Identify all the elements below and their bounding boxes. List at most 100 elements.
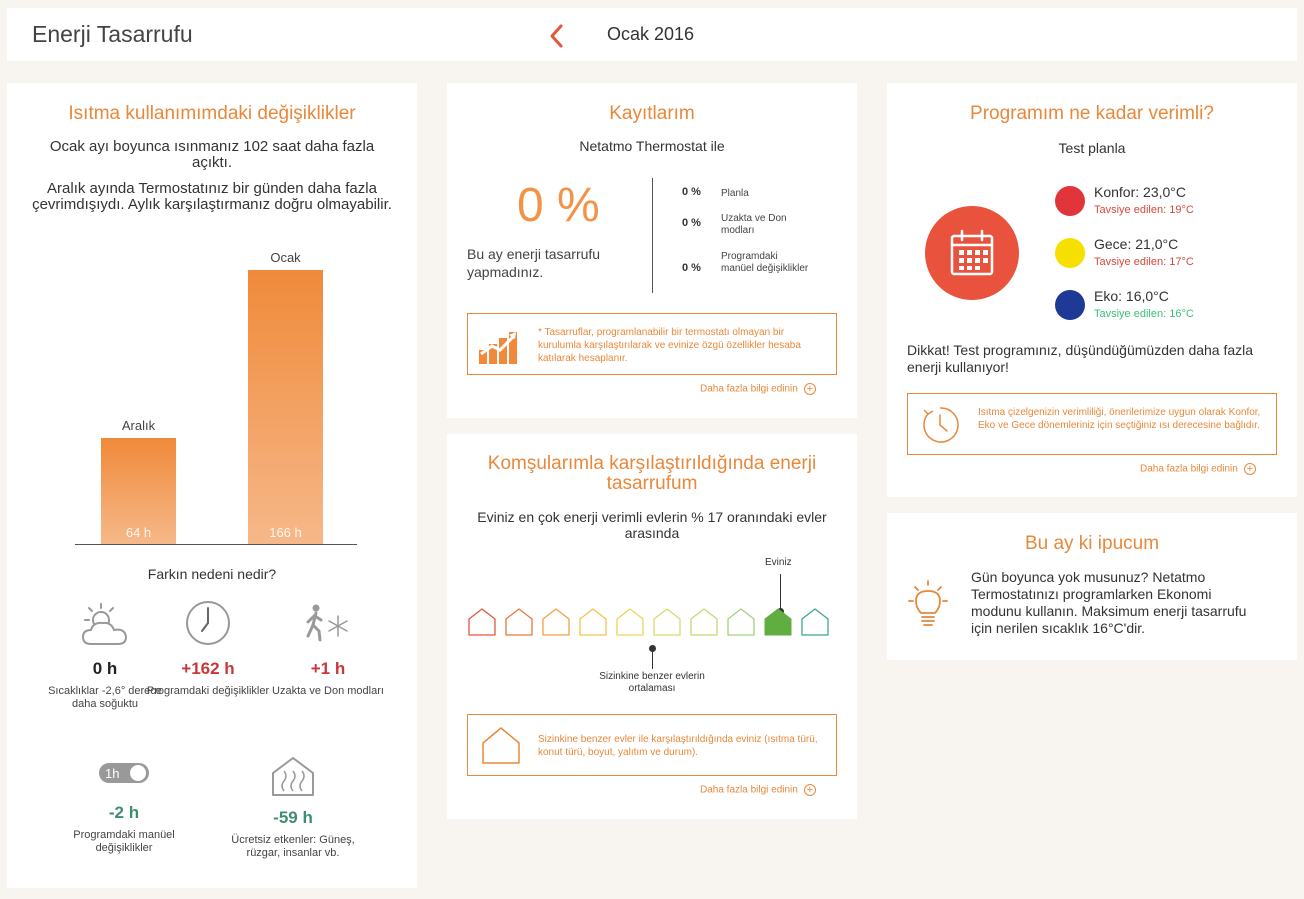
factor-free-gains-value: -59 h <box>273 808 313 827</box>
toggle-text: 1h <box>105 766 120 781</box>
bar-category-label: Ocak <box>270 250 301 265</box>
eco-recommended: Tavsiye edilen: 16°C <box>1094 308 1194 320</box>
program-plan-name: Test planla <box>1058 140 1126 156</box>
timer-icon <box>923 407 959 443</box>
row-plan-label: Planla <box>721 188 749 199</box>
plus-icon: + <box>1243 463 1256 475</box>
house-scale-icon <box>616 608 644 636</box>
house-scale-icon <box>764 608 792 636</box>
neighbors-more-info-link[interactable]: Daha fazla bilgi edinin + <box>700 784 816 796</box>
bar-ocak: 166 h <box>248 270 323 544</box>
lightbulb-icon <box>908 580 948 626</box>
offline-warning-text: Aralık ayında Termostatınız bir günden d… <box>32 180 392 213</box>
comfort-temp: Konfor: 23,0°C <box>1094 184 1186 200</box>
weather-cloud-sun-icon <box>81 603 128 645</box>
house-heat-icon <box>272 757 314 796</box>
records-more-info-link[interactable]: Daha fazla bilgi edinin + <box>700 383 816 395</box>
away-frost-icon <box>306 604 348 642</box>
plus-icon: + <box>803 784 816 796</box>
records-subtitle: Netatmo Thermostat ile <box>579 138 725 154</box>
row-plan-value: 0 % <box>682 186 701 198</box>
comfort-color-dot <box>1055 186 1085 216</box>
house-scale-icon <box>801 608 829 636</box>
records-divider <box>652 178 653 293</box>
factor-free-gains: -59 h Ücretsiz etkenler: Güneş, rüzgar, … <box>223 755 363 860</box>
factor-manual-changes: 1h -2 h Programdaki manüel değişiklikler <box>59 755 189 855</box>
bar-category-label: Aralık <box>121 418 156 433</box>
comfort-recommended: Tavsiye edilen: 19°C <box>1094 204 1194 216</box>
factor-manual-changes-label: Programdaki manüel değişiklikler <box>73 829 175 854</box>
house-scale <box>467 606 837 638</box>
bar-value-label: 64 h <box>125 525 152 540</box>
eco-color-dot <box>1055 290 1085 320</box>
average-pointer <box>652 649 653 669</box>
factor-program-changes-value: +162 h <box>181 659 235 678</box>
savings-info-box: * Tasarruflar, programlanabilir bir term… <box>467 313 837 375</box>
factor-away-frost-value: +1 h <box>310 659 346 678</box>
program-efficiency-card: Programım ne kadar verimli? Test planla … <box>887 83 1297 497</box>
house-scale-icon <box>579 608 607 636</box>
eco-temp: Eko: 16,0°C <box>1094 288 1169 304</box>
night-recommended: Tavsiye edilen: 17°C <box>1094 256 1194 268</box>
your-home-pointer <box>780 574 781 612</box>
program-info-text: Isıtma çizelgenizin verimliliği, önerile… <box>978 407 1261 431</box>
row-manual-label: Programdaki manüel değişiklikler <box>721 251 809 274</box>
average-label: Sizinkine benzer evlerin ortalaması <box>599 671 705 694</box>
factor-weather-value: 0 h <box>92 659 118 678</box>
average-dot <box>649 645 656 652</box>
your-home-label: Eviniz <box>765 557 792 568</box>
night-color-dot <box>1055 238 1085 268</box>
growth-chart-icon <box>479 332 517 364</box>
month-label: Ocak 2016 <box>607 24 695 44</box>
house-icon <box>482 727 520 764</box>
heating-hours-chart: 64 h Aralık 166 h Ocak <box>75 250 357 545</box>
calendar-icon <box>950 229 994 276</box>
savings-note: Bu ay enerji tasarrufu yapmadınız. <box>467 246 601 280</box>
neighbors-card: Komşularımla karşılaştırıldığında enerji… <box>447 434 857 819</box>
chart-baseline <box>75 544 357 545</box>
factor-manual-changes-value: -2 h <box>108 803 140 822</box>
calendar-badge <box>925 206 1019 300</box>
house-scale-icon <box>727 608 755 636</box>
factor-program-changes: +162 h Programdaki değişiklikler <box>143 598 273 698</box>
house-scale-icon <box>505 608 533 636</box>
house-scale-icon <box>542 608 570 636</box>
heating-changes-card: Isıtma kullanımımdaki değişiklikler Ocak… <box>7 83 417 888</box>
house-scale-icon <box>690 608 718 636</box>
row-away-value: 0 % <box>682 217 701 229</box>
records-title: Kayıtlarım <box>609 103 695 124</box>
factor-weather: 0 h Sıcaklıklar -2,6° derece daha soğukt… <box>40 598 170 711</box>
app-title: Enerji Tasarrufu <box>32 21 193 47</box>
neighbors-text: Eviniz en çok enerji verimli evlerin % 1… <box>477 509 827 541</box>
neighbors-info-text: Sizinkine benzer evler ile karşılaştırıl… <box>538 734 818 758</box>
neighbors-title: Komşularımla karşılaştırıldığında enerji… <box>487 453 817 494</box>
factor-weather-label: Sıcaklıklar -2,6° derece daha soğuktu <box>48 685 162 710</box>
manual-boost-toggle-icon: 1h <box>59 755 189 797</box>
heating-changes-title: Isıtma kullanımımdaki değişiklikler <box>68 103 356 124</box>
night-temp: Gece: 21,0°C <box>1094 236 1179 252</box>
house-scale-icon <box>468 608 496 636</box>
program-warning: Dikkat! Test programınız, düşündüğümüzde… <box>907 342 1254 375</box>
row-manual-value: 0 % <box>682 262 701 274</box>
house-scale-icon <box>653 608 681 636</box>
factor-program-changes-label: Programdaki değişiklikler <box>146 685 270 697</box>
tip-title: Bu ay ki ipucum <box>1024 533 1160 554</box>
neighbors-info-box: Sizinkine benzer evler ile karşılaştırıl… <box>467 714 837 776</box>
records-card: Kayıtlarım Netatmo Thermostat ile 0 % Bu… <box>447 83 857 418</box>
savings-percent: 0 % <box>517 179 600 232</box>
plus-icon: + <box>803 383 816 395</box>
factor-away-frost: +1 h Uzakta ve Don modları <box>263 598 393 698</box>
bar-aralik: 64 h <box>101 438 176 544</box>
factor-away-frost-label: Uzakta ve Don modları <box>272 685 384 697</box>
chevron-left-icon <box>550 24 563 48</box>
heating-summary-text: Ocak ayı boyunca ısınmanız 102 saat daha… <box>49 138 375 171</box>
monthly-tip-card: Bu ay ki ipucum Gün boyunca yok musunuz?… <box>887 513 1297 660</box>
savings-info-text: * Tasarruflar, programlanabilir bir term… <box>538 327 801 364</box>
program-info-box: Isıtma çizelgenizin verimliliği, önerile… <box>907 393 1277 455</box>
bar-value-label: 166 h <box>269 525 302 540</box>
program-title: Programım ne kadar verimli? <box>970 103 1214 124</box>
reason-title: Farkın nedeni nedir? <box>147 566 277 582</box>
header-bar: Enerji Tasarrufu Ocak 2016 <box>7 8 1297 61</box>
program-more-info-link[interactable]: Daha fazla bilgi edinin + <box>1140 463 1256 475</box>
previous-month-button[interactable] <box>542 21 572 51</box>
